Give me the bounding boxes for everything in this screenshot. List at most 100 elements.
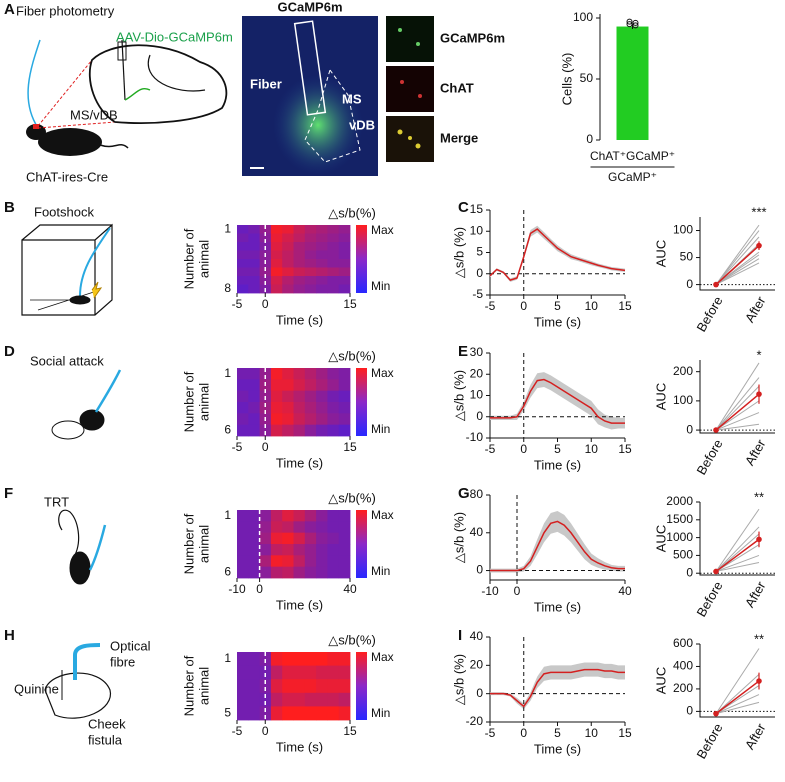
legend-label: Max (371, 223, 394, 237)
heatmap-cell (282, 544, 294, 556)
heatmap-cell (282, 390, 294, 403)
heatmap-cell (270, 390, 283, 403)
y-tick-label: 1 (224, 508, 231, 522)
stimulus-label: Social attack (30, 353, 104, 368)
heatmap-cell (282, 566, 294, 579)
animal-line (715, 562, 760, 572)
x-label-denominator: GCaMP⁺ (608, 170, 657, 184)
heatmap-cell (293, 225, 306, 234)
heatmap-cell (304, 390, 317, 403)
heatmap-cell (338, 259, 351, 268)
title: △s/b(%) (328, 205, 376, 220)
legend-label: Max (371, 650, 394, 664)
animal-line (715, 701, 760, 715)
heatmap-cell (248, 267, 260, 277)
y-tick-label: 10 (470, 388, 484, 402)
label: Fiber photometry (16, 3, 115, 18)
x-tick-label: 10 (585, 299, 599, 313)
heatmap-cell (282, 679, 294, 694)
y-tick-label: 80 (470, 487, 484, 501)
heatmap-cell (248, 532, 260, 545)
heatmap-cell (338, 532, 351, 545)
heatmap-cell (316, 652, 328, 666)
y-label: AUC (653, 667, 668, 694)
heatmap-cell (338, 665, 351, 680)
heatmap-cell (293, 242, 306, 251)
y-tick-label: 5 (476, 245, 483, 259)
heatmap-cell (237, 225, 249, 234)
heatmap-cell (259, 276, 272, 285)
axis (489, 210, 625, 296)
heatmap-cell (270, 555, 283, 568)
heatmap-cell (293, 510, 306, 522)
x-tick-label: 15 (618, 726, 632, 740)
heatmap-cell (316, 276, 328, 285)
heatmap-cell (327, 424, 340, 437)
animal-line (715, 554, 760, 572)
y-tick-label: 5 (224, 705, 231, 719)
heatmap-cell (282, 225, 294, 234)
y-tick-label: -20 (466, 714, 484, 728)
heatmap-cell (293, 555, 306, 568)
colorbar (356, 510, 367, 578)
heatmap-cell (304, 368, 317, 380)
heatmap-cell (316, 250, 328, 260)
heatmap-cell (248, 521, 260, 534)
heatmap-cell (316, 532, 328, 545)
heatmap-cell (248, 652, 260, 666)
heatmap-cell (327, 276, 340, 285)
animal-line (715, 694, 760, 715)
y-tick-label: 40 (470, 629, 484, 643)
x-tick-label: 0 (256, 582, 263, 596)
heatmap-cell (248, 225, 260, 234)
x-tick-label: -5 (232, 440, 243, 454)
label: MS/vDB (70, 107, 118, 122)
heatmap-cell (293, 379, 306, 392)
heatmap-cell (270, 692, 283, 707)
x-label: Time (s) (534, 741, 581, 756)
heatmap-cell (304, 276, 317, 285)
heatmap-cell (338, 233, 351, 243)
heatmap-cell (270, 424, 283, 437)
heatmap-cell (338, 510, 351, 522)
x-tick-label: 10 (585, 442, 599, 456)
mean-point (713, 281, 719, 288)
animal-line (715, 224, 760, 285)
heatmap-cell (237, 259, 249, 268)
panel-letter: C (458, 199, 469, 216)
label: Fiber (250, 76, 282, 91)
heatmap-cell (304, 665, 317, 680)
heatmap-cell (304, 267, 317, 277)
animal-line (715, 400, 760, 431)
x-label: Time (s) (534, 457, 581, 472)
heatmap-cell (338, 368, 351, 380)
y-tick-label: -10 (466, 430, 484, 444)
heatmap-cell (248, 555, 260, 568)
heatmap-cell (316, 284, 328, 294)
heatmap-cell (327, 544, 340, 556)
label: Cheek (88, 716, 126, 731)
heatmap-cell (338, 276, 351, 285)
y-tick-label: 1 (224, 651, 231, 665)
data-point (626, 18, 633, 25)
x-tick-label: 40 (343, 582, 357, 596)
heatmap-cell (259, 521, 272, 534)
y-tick-label: 10 (470, 223, 484, 237)
heatmap-cell (293, 250, 306, 260)
heatmap-cell (316, 692, 328, 707)
heatmap-cell (248, 368, 260, 380)
mean-point (756, 242, 762, 249)
y-tick-label: 1 (224, 366, 231, 380)
title: △s/b(%) (328, 348, 376, 363)
heatmap-cell (270, 679, 283, 694)
x-tick-label: 5 (554, 726, 561, 740)
x-tick-label: After (742, 720, 769, 752)
heatmap-cell (248, 379, 260, 392)
heatmap-cell (248, 679, 260, 694)
x-tick-label: -5 (485, 299, 496, 313)
axis (699, 217, 775, 291)
x-tick-label: Before (693, 721, 725, 762)
x-tick-label: 15 (618, 299, 632, 313)
heatmap-cell (293, 532, 306, 545)
heatmap-cell (270, 368, 283, 380)
